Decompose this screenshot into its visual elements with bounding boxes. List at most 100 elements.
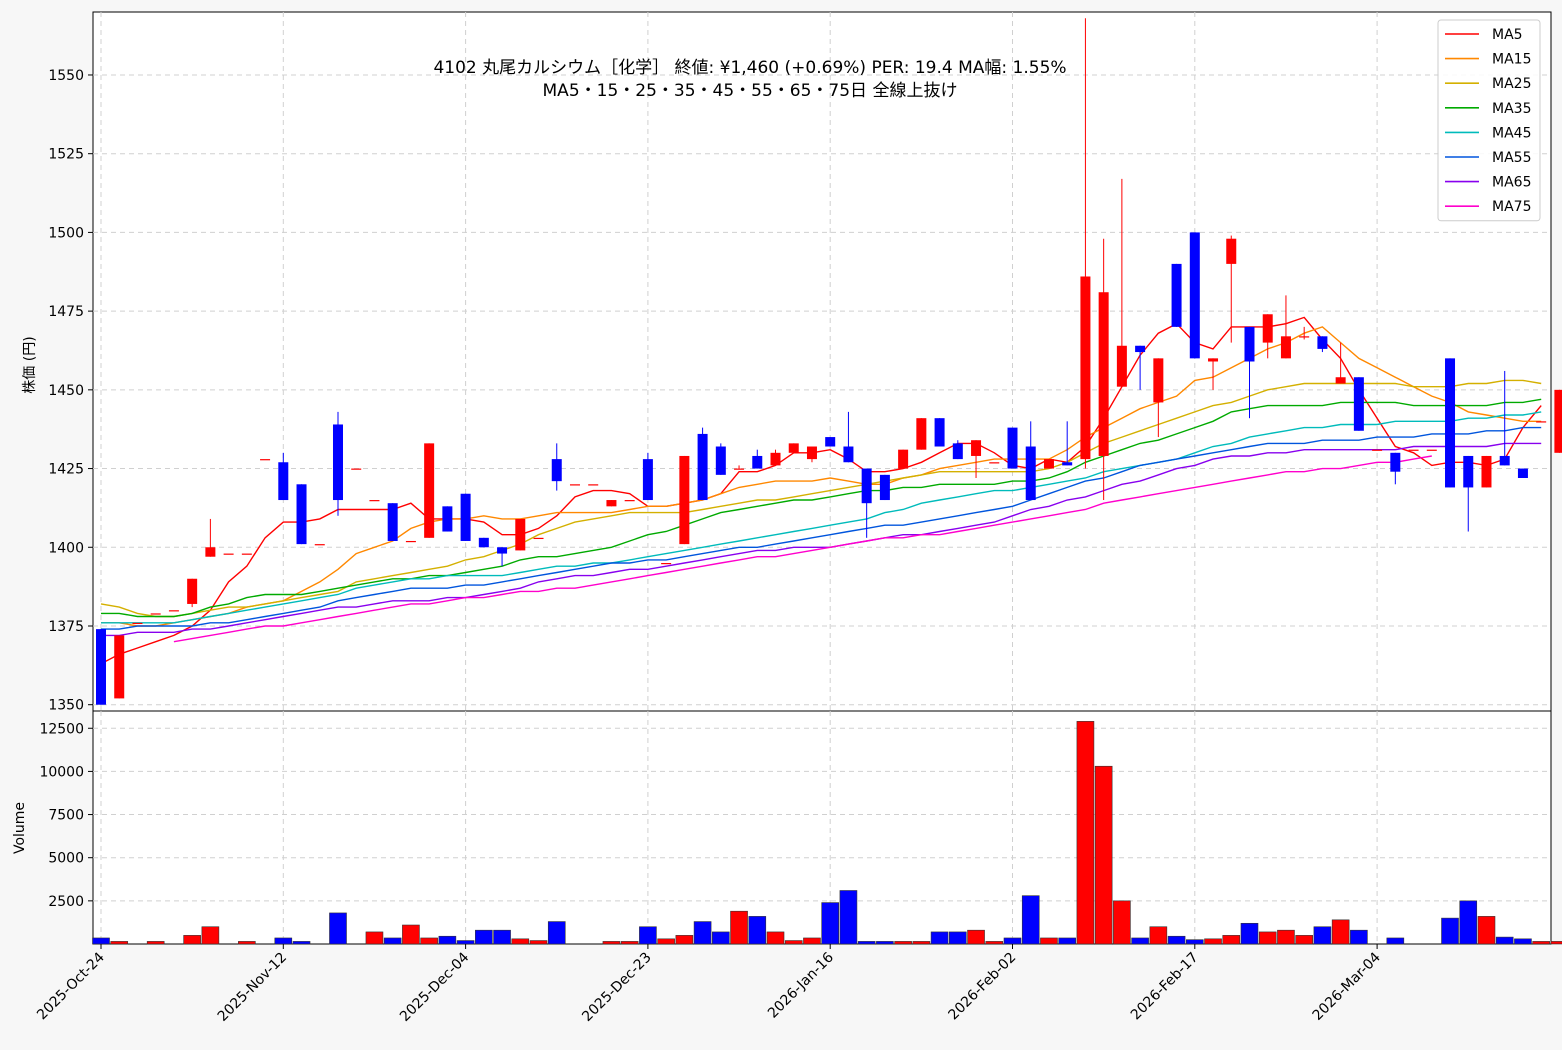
volume-bar [183,935,201,945]
volume-bar [693,921,712,945]
candle-body [405,540,416,543]
volume-bar [1094,765,1113,945]
candle-body [1372,449,1383,451]
candle-body [916,418,927,450]
volume-bar [894,941,912,945]
candle-body [1116,345,1127,387]
candle-body [952,443,963,460]
candle-body [369,500,380,502]
candle-body [497,547,508,554]
legend-label-ma25: MA25 [1492,76,1531,92]
candle-body [442,506,453,532]
volume-bar [1113,900,1131,945]
candle-body [715,446,726,475]
volume-bar [1258,931,1277,945]
candle-body [150,613,161,615]
volume-bar [967,929,985,945]
volume-bar [1204,938,1222,945]
candle-body [934,418,945,447]
volume-bar [1295,935,1313,945]
volume-bar [438,935,457,945]
legend-label-ma55: MA55 [1492,150,1531,166]
volume-bar [1532,941,1550,945]
volume-bar [712,931,730,945]
candle-body [515,518,526,551]
volume-bar [383,937,402,945]
candle-body [1536,421,1547,423]
volume-bar [930,931,949,945]
candle-body [642,459,653,501]
candle-body [114,635,125,699]
volume-bar [803,937,821,945]
candle-body [806,446,817,460]
price-tick-label: 1500 [48,225,84,241]
volume-bar [657,938,675,945]
candle-body [1208,358,1219,362]
ma-line-ma45 [101,411,1542,624]
volume-axis-label: Volume [12,802,28,854]
candle-body [569,484,580,486]
candle-body [132,622,143,625]
candle-body [1335,377,1346,384]
volume-bar [748,916,767,945]
volume-tick-label: 12500 [39,721,84,737]
volume-bar [420,937,438,945]
volume-bar [475,929,493,945]
candle-body [1390,452,1401,472]
ma-line-ma65 [101,442,1542,637]
candle-body [861,468,872,504]
volume-bar [493,929,511,945]
candle-body [843,446,854,463]
volume-bar [1058,937,1076,945]
volume-bar [146,941,165,945]
volume-bar [784,940,803,945]
candle-body [825,437,836,447]
candle-body [1080,276,1091,460]
legend-label-ma5: MA5 [1492,27,1523,43]
price-tick-label: 1350 [48,698,84,714]
candle-body [1499,455,1510,466]
volume-bar [1076,721,1095,945]
volume-tick-label: 7500 [48,808,84,824]
candle-body [1517,468,1528,478]
candle-body [1098,292,1109,456]
candle-body [424,443,435,538]
volume-bar [1149,926,1168,945]
ma-line-ma75 [173,455,1432,643]
volume-bar [766,931,785,945]
volume-bar [529,940,548,945]
candle-body [898,449,909,469]
candle-body [624,500,635,502]
volume-bar [1550,941,1562,945]
volume-bar [456,940,475,945]
candle-body [223,553,234,555]
legend-label-ma65: MA65 [1492,175,1531,191]
volume-bar [547,921,566,945]
candle-body [1171,263,1182,327]
candle-body [1463,455,1474,488]
volume-bars [92,721,1562,945]
candle-body [551,459,562,482]
candle-body [241,553,252,555]
candle-body [1244,326,1255,362]
volume-bar [912,941,931,945]
price-tick-label: 1475 [48,304,84,320]
candle-body [1481,455,1492,488]
volume-bar [1495,936,1514,945]
price-tick-label: 1525 [48,147,84,163]
candle-body [1445,358,1456,488]
volume-bar [274,937,293,945]
volume-bar [238,941,256,945]
ma-line-ma15 [101,326,1542,627]
volume-bar [1003,937,1022,945]
candle-body [351,468,362,470]
candle-body [1135,345,1146,353]
price-tick-label: 1425 [48,462,84,478]
candle-body [1043,459,1054,469]
volume-bar [839,890,858,945]
legend-label-ma45: MA45 [1492,125,1531,141]
candle-body [770,452,781,466]
price-tick-label: 1550 [48,68,84,84]
candle-body [168,610,179,612]
